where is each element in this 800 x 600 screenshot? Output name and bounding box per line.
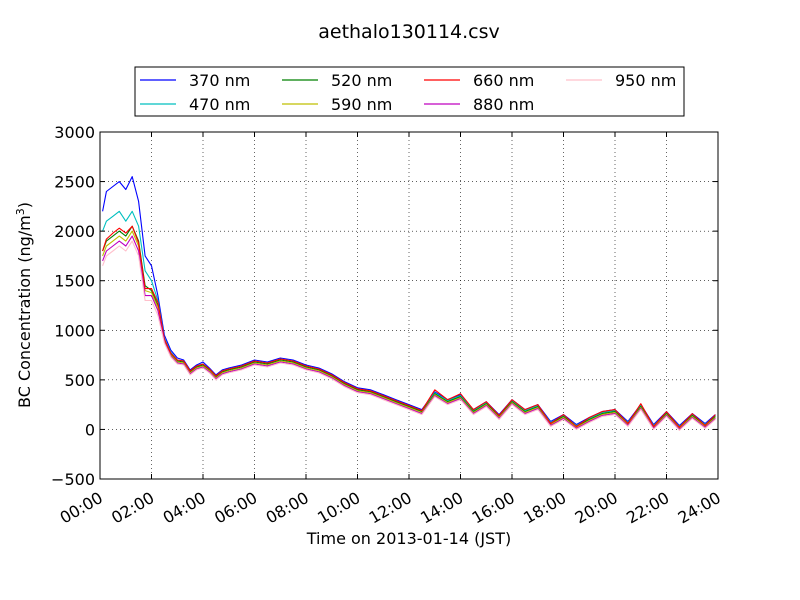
legend-label: 470 nm — [189, 95, 250, 114]
y-tick-label: 0 — [85, 420, 95, 439]
y-axis-label: BC Concentration (ng/m3) — [14, 202, 34, 408]
y-tick-label: 3000 — [54, 123, 95, 142]
x-tick-label: 20:00 — [572, 488, 621, 528]
y-axis-label-main: BC Concentration (ng/m — [15, 215, 34, 408]
y-axis-label-end: ) — [15, 202, 34, 208]
legend-box — [134, 66, 685, 117]
legend-label: 880 nm — [473, 95, 534, 114]
legend: 370 nm 470 nm 520 nm 590 nm 660 nm 880 nm 950 … — [134, 66, 685, 117]
y-tick-label: 2000 — [54, 222, 95, 241]
legend-label: 370 nm — [189, 71, 250, 90]
x-tick-label: 04:00 — [160, 488, 209, 528]
y-tick-label: −500 — [51, 470, 95, 489]
grid — [100, 132, 718, 479]
legend-label: 520 nm — [331, 71, 392, 90]
x-tick-label: 22:00 — [623, 488, 672, 528]
y-tick-label: 2500 — [54, 173, 95, 192]
legend-label: 660 nm — [473, 71, 534, 90]
x-tick-label: 06:00 — [211, 488, 260, 528]
x-tick-label: 10:00 — [314, 488, 363, 528]
legend-label: 590 nm — [331, 95, 392, 114]
x-tick-label: 02:00 — [108, 488, 157, 528]
x-tick-label: 00:00 — [57, 488, 106, 528]
x-tick-label: 12:00 — [366, 488, 415, 528]
x-tick-label: 24:00 — [675, 488, 724, 528]
x-tick-label: 08:00 — [263, 488, 312, 528]
series-line-470-nm — [102, 210, 716, 428]
x-axis-label: Time on 2013-01-14 (JST) — [306, 529, 511, 548]
series-line-950-nm — [102, 240, 716, 431]
legend-label: 950 nm — [615, 71, 676, 90]
series-lines — [102, 176, 716, 431]
y-tick-label: 1000 — [54, 321, 95, 340]
y-axis-label-sup: 3 — [14, 208, 27, 215]
y-tick-label: 1500 — [54, 272, 95, 291]
chart-title: aethalo130114.csv — [318, 21, 500, 43]
x-tick-label: 18:00 — [520, 488, 569, 528]
series-line-660-nm — [102, 225, 716, 428]
x-tick-label: 14:00 — [417, 488, 466, 528]
axis-ticks: 00:00 02:00 04:00 06:00 08:00 10:00 12:00 14:00… — [51, 123, 724, 528]
x-tick-label: 16:00 — [469, 488, 518, 528]
y-tick-label: 500 — [64, 371, 95, 390]
